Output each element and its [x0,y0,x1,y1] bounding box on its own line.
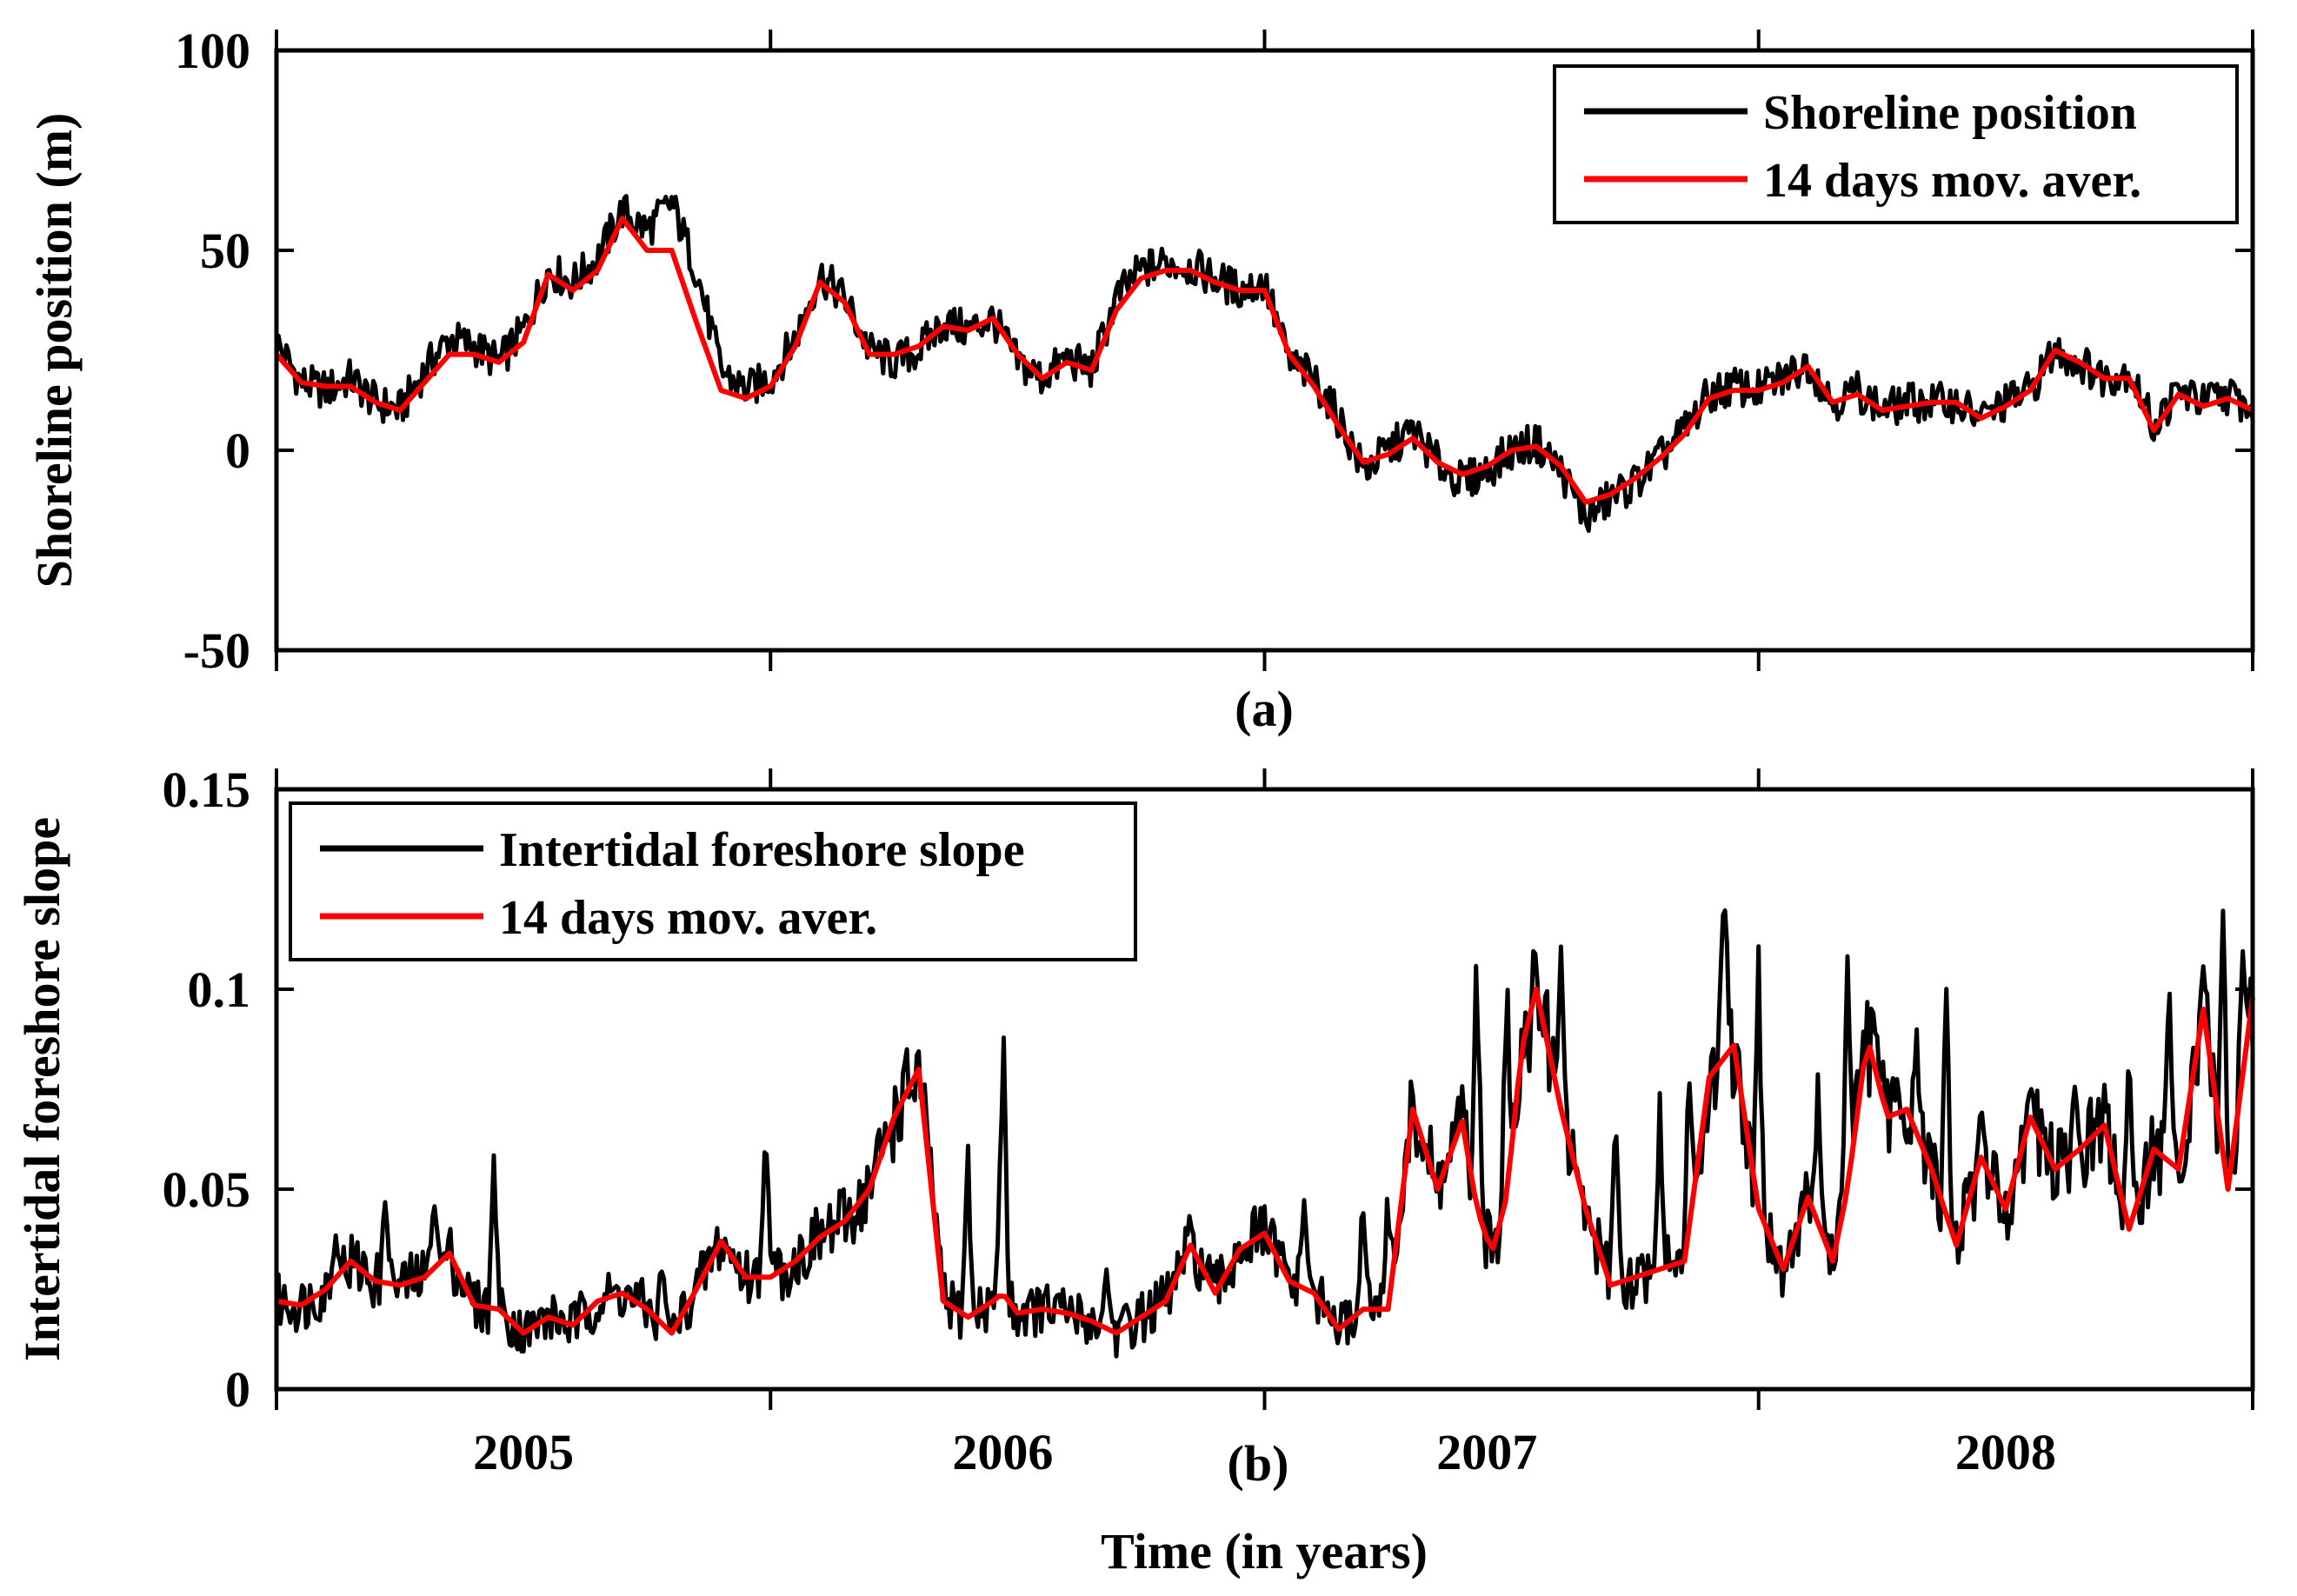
panel-b-legend-box [289,801,1137,961]
panel-b-ylabel: Intertidal foreshore slope [14,817,70,1361]
panel-b-series-average [276,987,2255,1336]
panel-a-plot-area [274,194,2255,533]
panel-a-legend-raw-label: Shoreline position [1763,86,2137,140]
x-year-label: 2007 [1436,1424,1537,1480]
panel-b-label: (b) [1228,1435,1289,1492]
panel-a-ytick-label: 100 [175,23,250,79]
x-axis-title: Time (in years) [1101,1523,1428,1579]
panel-a-legend-avg-label: 14 days mov. aver. [1763,154,2141,208]
panel-b-plot-area [274,908,2255,1359]
panel-b-ytick-label: 0.15 [163,761,251,818]
panel-b: 0 0.05 0.1 0.15 2005 2006 2007 2008 Intertidal … [14,761,2255,1492]
panel-b-legend-avg-label: 14 days mov. aver. [499,891,877,945]
x-year-label: 2008 [1955,1424,2056,1480]
panel-a-series-raw [274,194,2255,533]
x-year-label: 2005 [473,1424,574,1480]
panel-a-ytick-label: 50 [200,223,250,279]
panel-a-ytick-label: -50 [183,622,250,679]
panel-b-ytick-label: 0.05 [163,1161,251,1218]
panel-a-ytick-label: 0 [225,422,250,479]
panel-a-legend-box [1553,64,2239,224]
panel-b-legend: Intertidal foreshore slope 14 days mov. … [289,801,1137,961]
panel-a-ylabel: Shoreline position (m) [26,113,83,589]
panel-b-series-raw [274,908,2255,1359]
panel-a-label: (a) [1235,681,1294,737]
panel-a-series-average [274,216,2254,505]
panel-b-ytick-label: 0 [225,1361,250,1418]
panel-a-legend: Shoreline position 14 days mov. aver. [1553,64,2239,224]
panel-a: -50 0 50 100 Shoreline position (m) (a) Sho… [26,23,2255,737]
panel-b-ytick-label: 0.1 [188,961,251,1018]
panel-a-ticks: -50 0 50 100 [175,23,2254,679]
panel-b-legend-raw-label: Intertidal foreshore slope [499,823,1025,877]
x-year-label: 2006 [952,1424,1053,1480]
panel-b-ticks: 0 0.05 0.1 0.15 2005 2006 2007 2008 [163,761,2254,1480]
